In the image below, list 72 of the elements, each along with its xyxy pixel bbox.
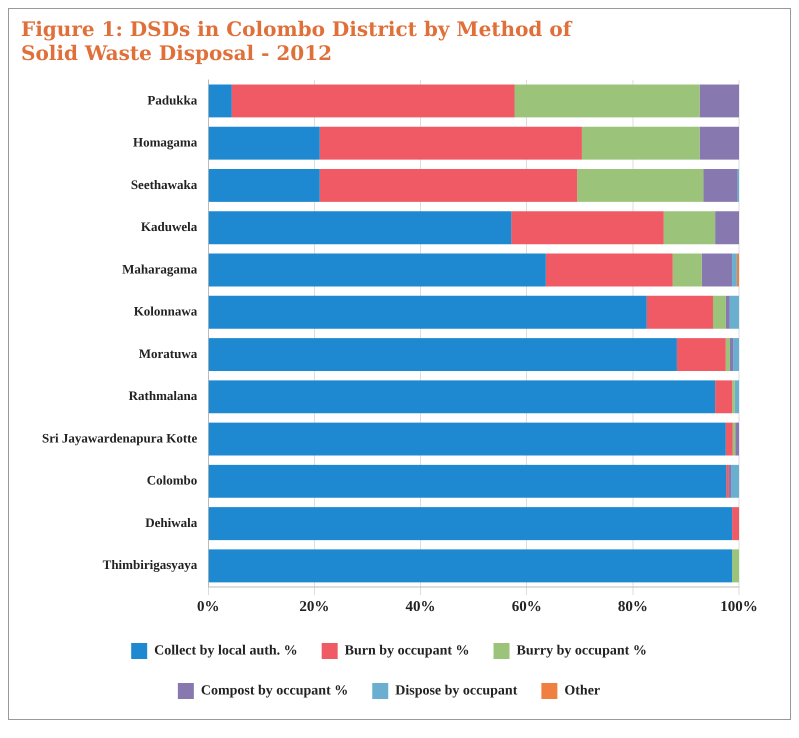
bar [730,338,734,371]
x-tick-label: 60% [512,598,542,615]
bar [208,211,512,244]
legend-label: Burn by occupant % [344,644,470,659]
bar [208,507,732,540]
bar [702,254,732,286]
bar [582,126,700,160]
bar [514,84,700,118]
legend-label: Compost by occupant % [200,684,348,699]
bar [208,84,232,118]
bar [511,211,664,244]
bar [546,254,673,286]
bar [729,296,739,329]
bar [732,422,736,456]
legend-label: Other [564,684,600,699]
bar [732,380,735,414]
x-tick-label: 40% [406,598,436,615]
bar [715,211,739,244]
y-tick-label: Sri Jayawardenapura Kotte [42,430,198,446]
y-tick-label: Homagama [132,134,198,150]
bar [712,296,726,329]
bar [676,338,726,371]
bar [715,380,732,414]
y-tick-label: Rathmalana [128,388,198,404]
bar [208,254,546,286]
y-tick-label: Maharagama [122,261,198,276]
legend-label: Dispose by occupant [395,684,518,699]
x-tick-label: 0% [197,598,220,615]
chart-title: Figure 1: DSDs in Colombo District by Method of Solid Waste Disposal - 2012 [20,16,574,67]
bar [208,422,726,456]
bar [646,296,713,329]
bar [732,254,737,286]
bar [672,254,702,286]
bar [735,422,739,456]
bar [731,464,739,498]
bar [208,296,647,329]
x-tick-label: 100% [720,598,758,615]
bar [726,338,730,371]
y-tick-label: Padukka [147,92,198,108]
y-tick-label: Thimbirigasyaya [102,557,198,572]
bar [726,296,730,329]
bar [726,422,733,456]
y-tick-label: Seethawaka [130,176,198,192]
legend-label: Collect by local auth. % [154,644,298,659]
bar [728,464,732,498]
bar [208,126,320,160]
bar [208,338,677,371]
bar [732,549,739,582]
bar [320,126,582,160]
y-tick-label: Moratuwa [138,346,198,361]
bar [208,169,320,202]
bar [700,84,739,118]
bar [577,169,704,202]
x-tick-label: 80% [618,598,648,615]
bar [208,549,732,582]
legend-label: Burry by occupant % [516,644,647,659]
bar [700,126,739,160]
y-tick-label: Kolonnawa [134,304,198,319]
bar [732,507,739,540]
bar [733,338,739,371]
bar [208,380,716,414]
bar [734,380,739,414]
x-tick-label: 20% [299,598,330,615]
y-tick-label: Dehiwala [145,514,198,530]
bar [232,84,514,118]
bar [320,169,578,202]
bar [703,169,738,202]
bar [726,464,729,498]
bar [664,211,716,244]
y-tick-label: Kaduwela [140,219,198,234]
y-tick-label: Colombo [146,472,198,488]
bar [208,464,726,498]
